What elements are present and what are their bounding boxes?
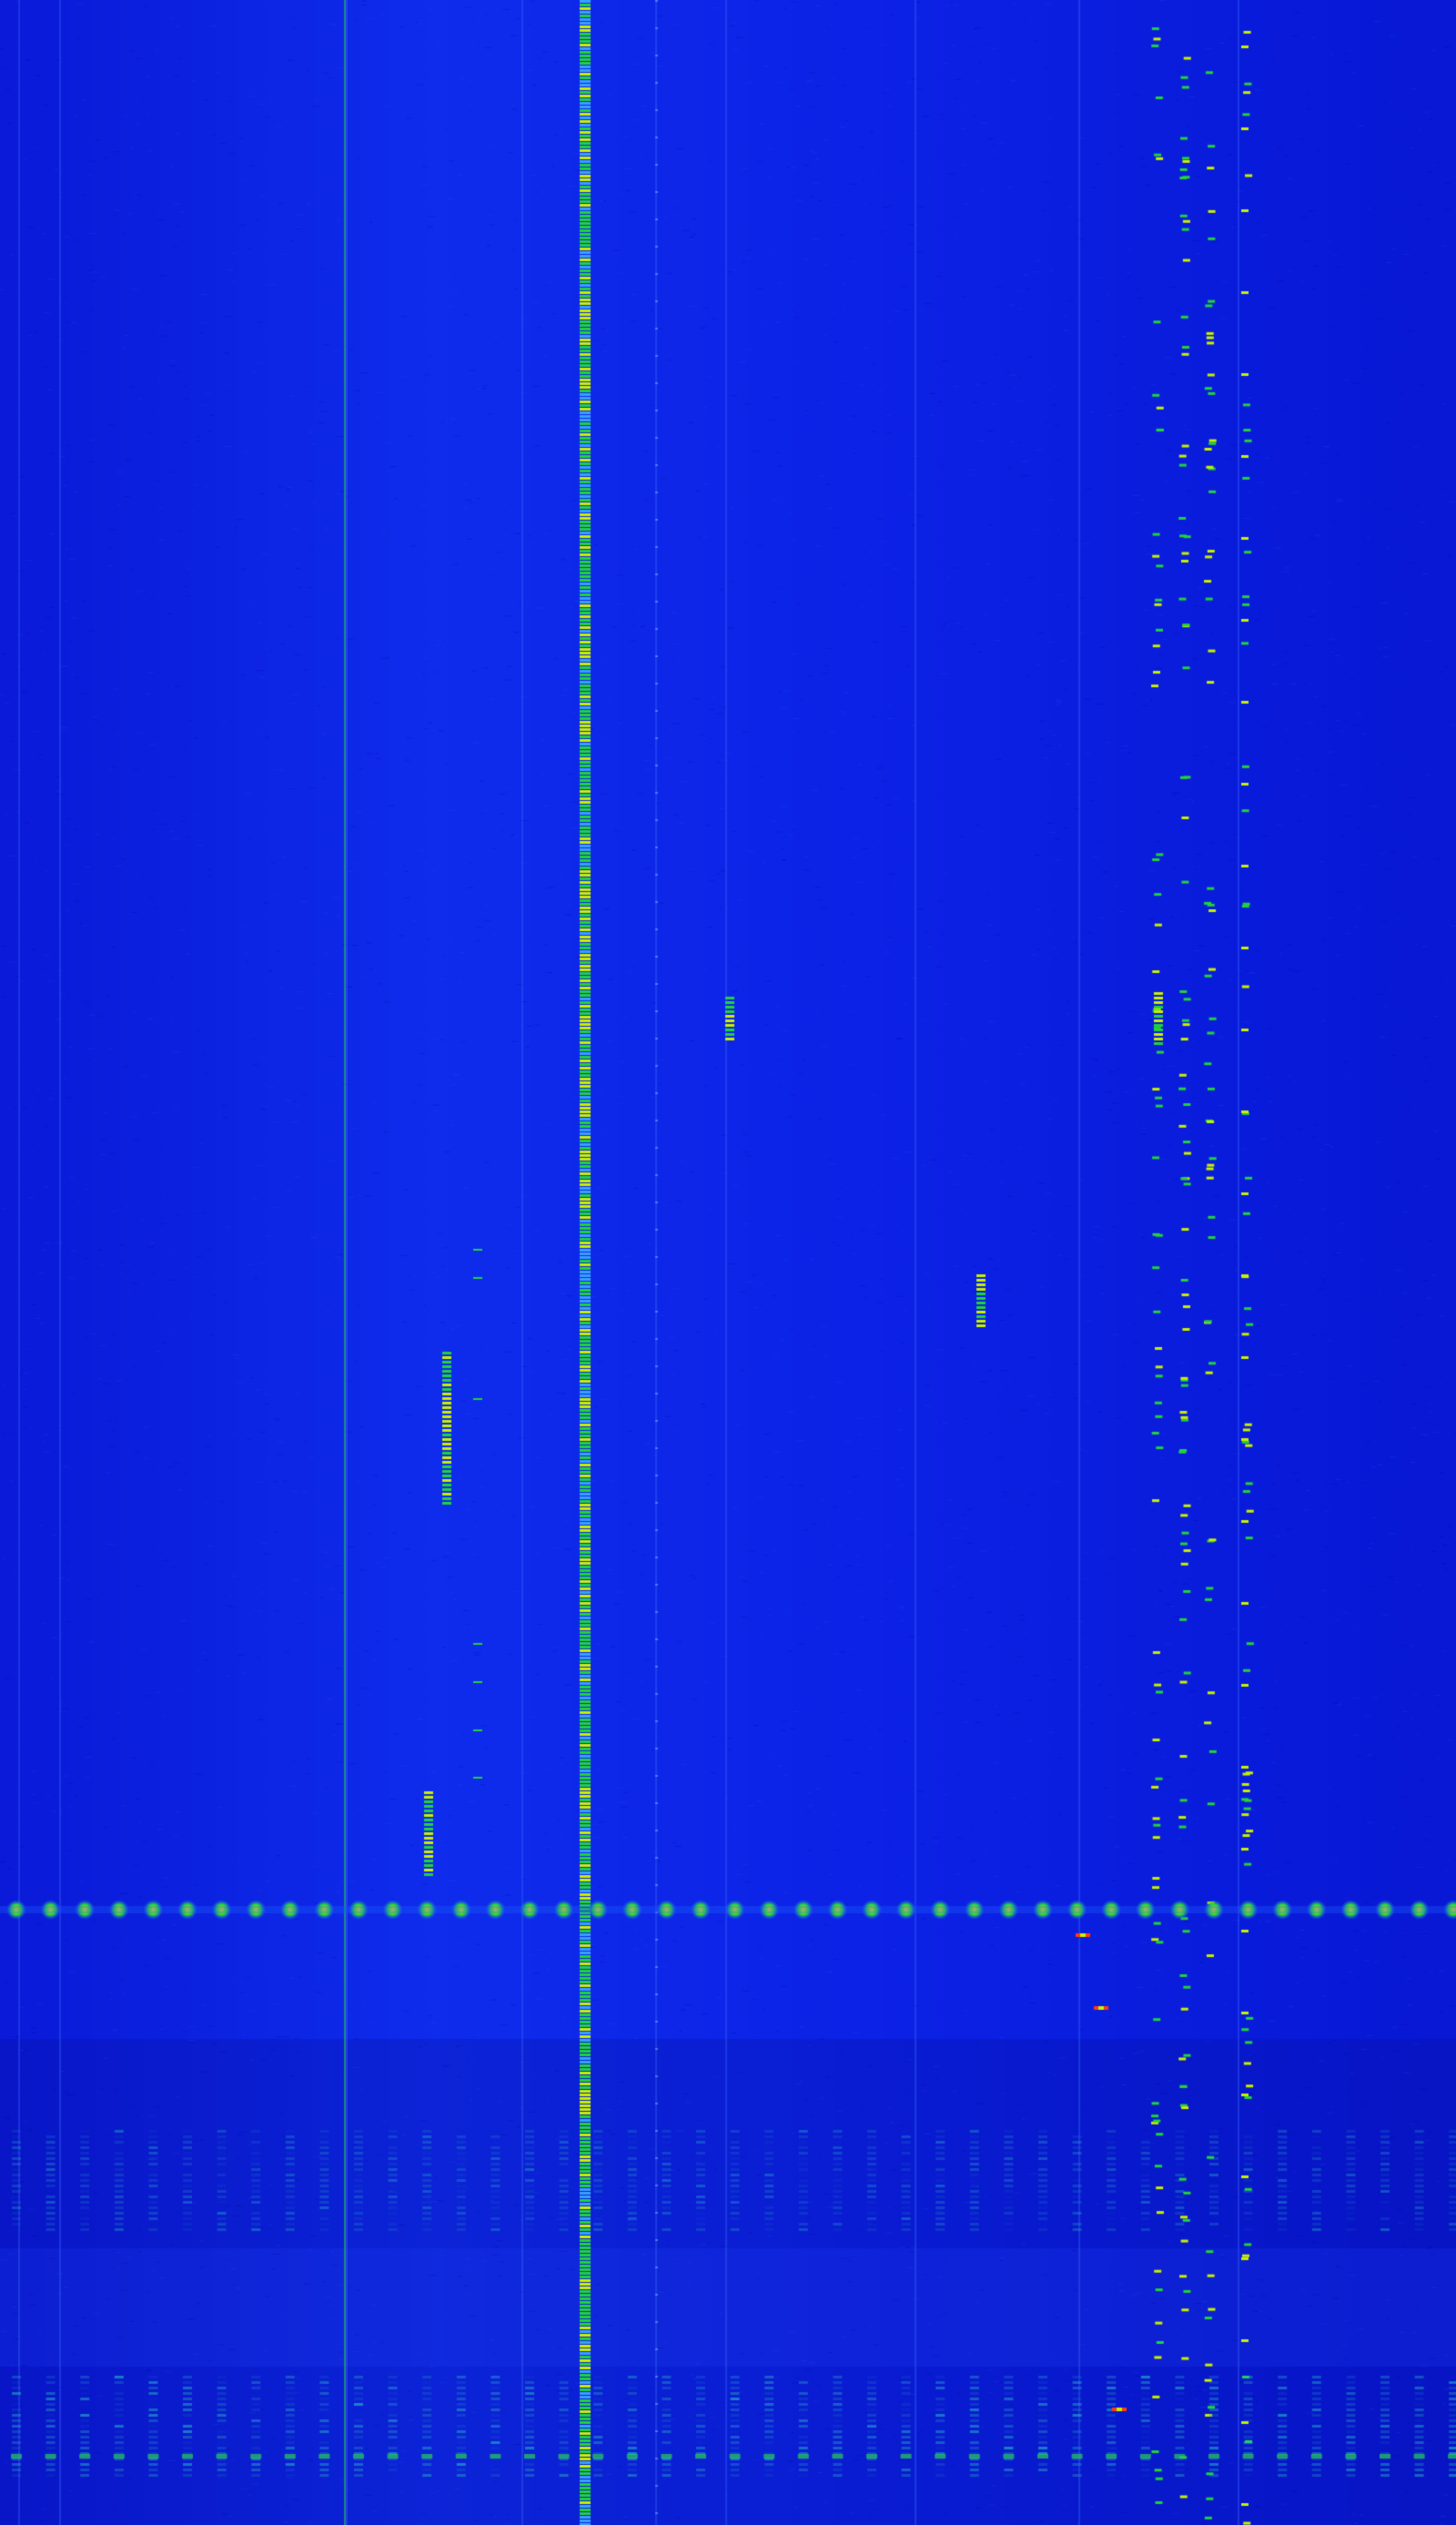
spectrogram-waterfall	[0, 0, 1456, 2525]
